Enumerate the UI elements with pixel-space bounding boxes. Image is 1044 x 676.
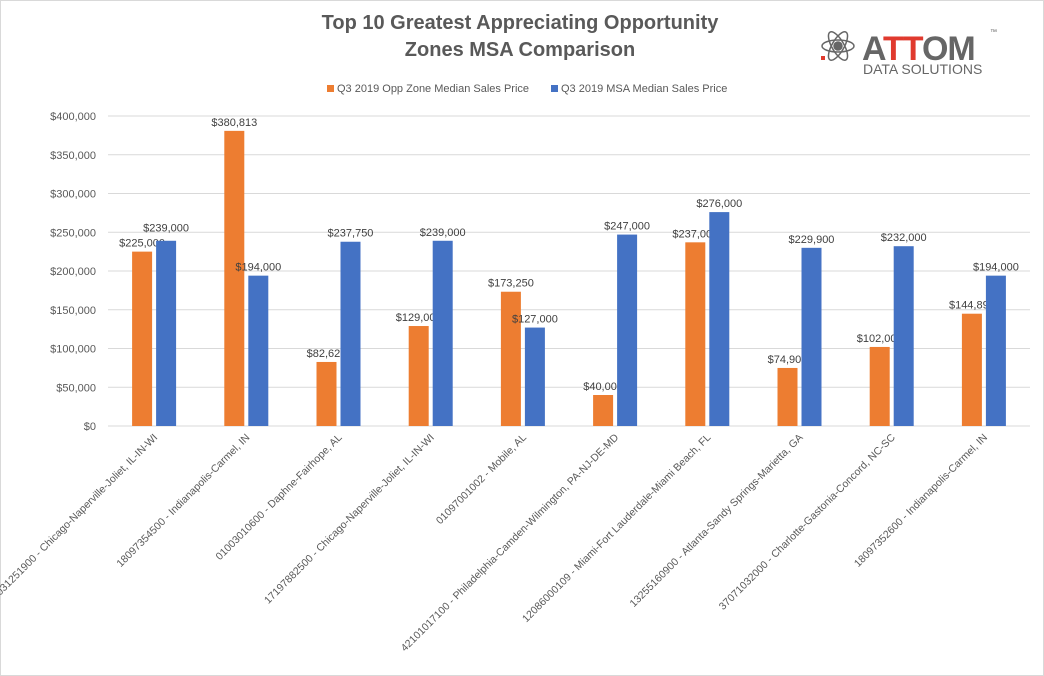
data-label: $232,000 <box>881 232 927 244</box>
x-tick-label: 01097001002 - Mobile, AL <box>434 432 529 527</box>
data-label: $225,000 <box>119 238 165 250</box>
bar <box>432 240 453 426</box>
data-label: $144,894 <box>949 300 995 312</box>
logo-tagline: DATA SOLUTIONS <box>863 61 982 77</box>
legend: Q3 2019 Opp Zone Median Sales Price Q3 20… <box>327 83 727 95</box>
bar <box>685 242 706 426</box>
data-label: $237,000 <box>672 228 718 240</box>
bar <box>408 326 429 426</box>
x-axis: 17031251900 - Chicago-Naperville-Joliet,… <box>0 431 990 654</box>
bar <box>132 251 153 426</box>
data-label: $247,000 <box>604 221 650 233</box>
bar <box>869 346 890 426</box>
y-tick-label: $350,000 <box>50 150 96 162</box>
y-tick-label: $200,000 <box>50 266 96 278</box>
x-tick-label: 13255160900 - Atlanta-Sandy Springs-Mari… <box>627 432 805 610</box>
legend-swatch <box>551 85 558 92</box>
attom-logo: ATTOM ™ DATA SOLUTIONS <box>821 29 997 77</box>
bar <box>709 212 730 426</box>
bar <box>985 275 1006 426</box>
x-tick-label: 17197882500 - Chicago-Naperville-Joliet,… <box>262 432 437 607</box>
y-tick-label: $400,000 <box>50 111 96 123</box>
data-label: $173,250 <box>488 278 534 290</box>
data-label: $380,813 <box>211 117 257 129</box>
bars: $225,000 $239,000 $380,813 $194,000 $82,625 $… <box>119 117 1019 426</box>
bar <box>524 327 545 426</box>
bar <box>617 234 638 426</box>
y-tick-label: $150,000 <box>50 305 96 317</box>
y-axis: $0 $50,000 $100,000 $150,000 $200,000 $250,00… <box>50 111 96 433</box>
bar <box>593 395 614 426</box>
y-tick-label: $100,000 <box>50 344 96 356</box>
chart-title: Top 10 Greatest Appreciating Opportunity… <box>270 10 770 64</box>
bar <box>777 367 798 426</box>
x-tick-label: 37071032000 - Charlotte-Gastonia-Concord… <box>717 431 898 612</box>
data-label: $229,900 <box>789 234 835 246</box>
data-label: $276,000 <box>696 198 742 210</box>
y-tick-label: $300,000 <box>50 189 96 201</box>
bar <box>961 313 982 426</box>
svg-text:ATTOM: ATTOM <box>862 30 975 68</box>
data-label: $237,750 <box>328 228 374 240</box>
data-label: $194,000 <box>973 262 1019 274</box>
legend-label: Q3 2019 Opp Zone Median Sales Price <box>337 83 529 95</box>
data-label: $82,625 <box>307 348 347 360</box>
chart-title-line: Zones MSA Comparison <box>404 39 636 61</box>
data-label: $102,000 <box>857 333 903 345</box>
bar <box>224 130 245 426</box>
x-tick-label: 17031251900 - Chicago-Naperville-Joliet,… <box>0 432 160 607</box>
data-label: $194,000 <box>235 262 281 274</box>
x-tick-label: 12086000109 - Miami-Fort Lauderdale-Miam… <box>520 432 713 625</box>
bar <box>248 275 269 426</box>
data-label: $239,000 <box>420 227 466 239</box>
y-tick-label: $250,000 <box>50 227 96 239</box>
y-tick-label: $50,000 <box>56 382 96 394</box>
y-tick-label: $0 <box>84 421 96 433</box>
bar <box>500 291 521 426</box>
x-tick-label: 42101017100 - Philadelphia-Camden-Wilmin… <box>399 431 622 654</box>
trademark: ™ <box>990 29 997 36</box>
legend-swatch <box>327 85 334 92</box>
bar <box>801 247 822 426</box>
data-label: $127,000 <box>512 314 558 326</box>
data-label: $74,900 <box>768 354 808 366</box>
legend-label: Q3 2019 MSA Median Sales Price <box>561 83 727 95</box>
data-label: $40,000 <box>583 381 623 393</box>
bar <box>340 241 361 426</box>
bar <box>156 240 177 426</box>
bar <box>316 361 337 426</box>
atom-icon <box>821 31 855 61</box>
data-label: $239,000 <box>143 223 189 235</box>
chart-title-line: Top 10 Greatest Appreciating Opportunity <box>321 12 719 34</box>
bar <box>893 246 914 426</box>
data-label: $129,000 <box>396 312 442 324</box>
